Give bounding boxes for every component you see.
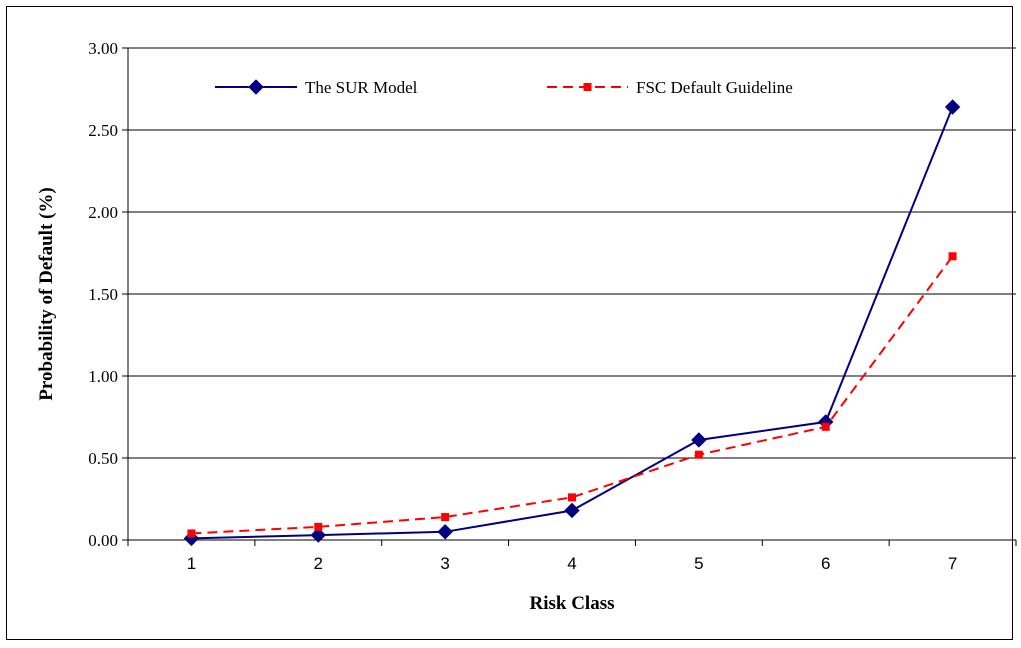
series-1-point-2 (441, 513, 450, 522)
y-tick-label-0: 0.00 (88, 531, 118, 550)
gridlines (128, 47, 1016, 541)
chart-frame (6, 6, 1013, 640)
x-tick-label-0: 1 (187, 554, 196, 573)
legend-item-1: FSC Default Guideline (547, 78, 793, 97)
y-tick-label-5: 2.50 (88, 121, 118, 140)
y-tick-label-3: 1.50 (88, 285, 118, 304)
x-axis-title: Risk Class (530, 593, 615, 614)
legend-label-1: FSC Default Guideline (636, 78, 793, 97)
legend-item-0: The SUR Model (215, 78, 418, 97)
series-1-point-3 (568, 493, 576, 502)
x-tick-label-1: 2 (314, 554, 323, 573)
axes (122, 47, 1017, 546)
series-1-point-5 (821, 422, 830, 431)
x-tick-label-2: 3 (440, 554, 449, 573)
x-tick-label-5: 6 (821, 554, 830, 573)
series-line-1 (191, 255, 954, 535)
series-1 (187, 252, 957, 538)
y-tick-label-1: 0.50 (88, 449, 118, 468)
series-0-point-1 (310, 527, 326, 543)
x-tick-label-3: 4 (567, 554, 576, 573)
x-tick-labels: 1 2 3 4 5 6 7 (187, 554, 958, 573)
series-0-point-2 (437, 524, 453, 540)
series-0-point-3 (564, 502, 580, 519)
y-tick-label-4: 2.00 (88, 203, 118, 222)
legend-marker-0 (248, 79, 264, 95)
y-axis-title: Probability of Default (%) (36, 187, 57, 400)
series-line-0 (191, 106, 954, 540)
series-0 (183, 99, 961, 547)
series-0-point-6 (944, 99, 961, 115)
legend-label-0: The SUR Model (305, 78, 418, 97)
series-1-point-1 (314, 522, 323, 531)
series-1-point-0 (187, 529, 196, 538)
legend: The SUR Model FSC Default Guideline (215, 78, 793, 97)
series-group (183, 99, 961, 547)
y-tick-label-6: 3.00 (88, 39, 118, 58)
legend-marker-1 (583, 83, 592, 91)
series-1-point-6 (948, 252, 957, 261)
x-tick-label-6: 7 (948, 554, 957, 573)
y-tick-labels: 0.00 0.50 1.00 1.50 2.00 2.50 3.00 (88, 39, 118, 550)
series-0-point-4 (691, 432, 707, 448)
x-tick-label-4: 5 (694, 554, 703, 573)
y-tick-label-2: 1.00 (88, 367, 118, 386)
series-1-point-4 (694, 450, 703, 459)
